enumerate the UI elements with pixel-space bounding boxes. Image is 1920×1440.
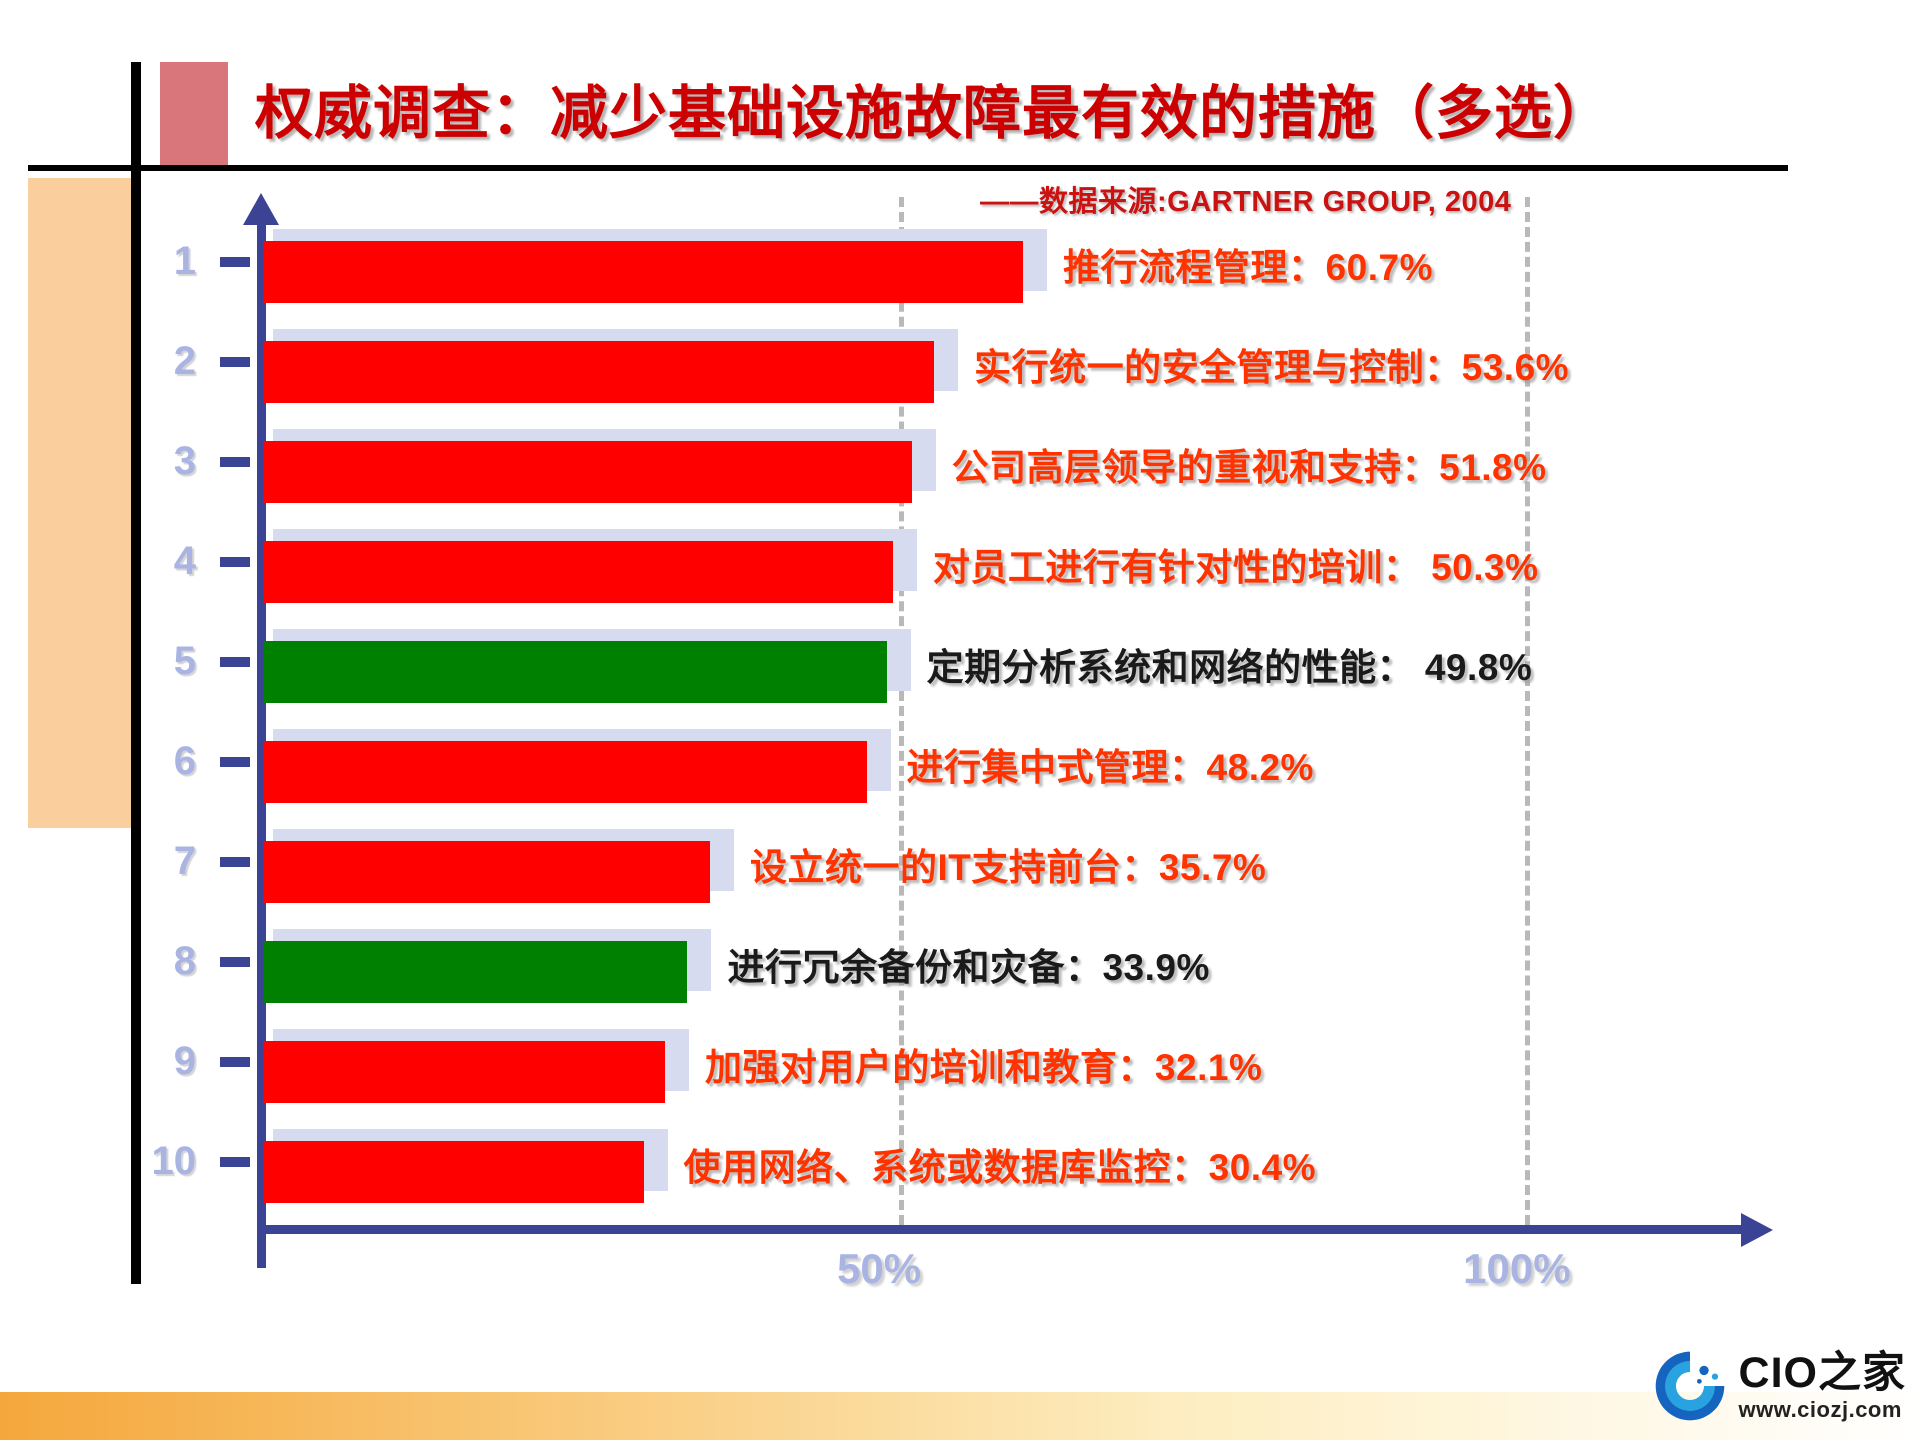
bar-row: 8 进行冗余备份和灾备：33.9% [174,917,1815,1013]
bar-row: 5 定期分析系统和网络的性能： 49.8% [174,617,1815,713]
bar-rank-label: 3 [173,439,196,483]
y-axis-tick-mark [220,557,250,567]
y-axis-tick-mark [220,257,250,267]
bar [263,1141,644,1203]
bar-value-label: 设立统一的IT支持前台：35.7% [750,847,1267,888]
y-axis-tick-mark [220,457,250,467]
page-title: 权威调查：减少基础设施故障最有效的措施（多选） [255,81,1613,146]
bar-rank-label: 4 [173,539,196,583]
bar-rank-label: 8 [173,939,196,983]
bar-rank-label: 1 [173,239,196,283]
bar-chart: 1 推行流程管理：60.7% 2 实行统一的安全管理与控制：53.6% 3 公司高层领导的… [152,193,1815,1295]
x-tick-label: 100% [1463,1245,1571,1292]
bar [263,341,935,403]
bar-rank-label: 9 [173,1039,196,1083]
footer-band [0,1392,1920,1440]
bar-value-label: 进行集中式管理：48.2% [906,747,1314,788]
y-axis-tick-mark [220,757,250,767]
bar-rank-label: 6 [173,739,196,783]
bar-value-label: 实行统一的安全管理与控制：53.6% [974,347,1570,388]
bar-row: 4 对员工进行有针对性的培训： 50.3% [174,517,1815,613]
x-axis-line [257,1225,1747,1234]
bar [263,841,711,903]
bar-row: 7 设立统一的IT支持前台：35.7% [174,817,1815,913]
y-axis-line [257,223,266,1268]
bar-row: 2 实行统一的安全管理与控制：53.6% [174,317,1815,413]
bar-row: 1 推行流程管理：60.7% [174,217,1815,313]
bar-value-label: 公司高层领导的重视和支持：51.8% [951,447,1547,488]
bar-rank-label: 5 [173,639,196,683]
gridline-100 [1525,197,1535,1225]
left-accent-band [28,178,133,828]
y-axis-tick-mark [220,957,250,967]
bar [263,1041,665,1103]
bar-rank-label: 10 [151,1139,197,1183]
x-axis-arrow-icon [1741,1213,1773,1247]
bar-value-label: 定期分析系统和网络的性能： 49.8% [926,647,1533,688]
x-tick-label: 50% [837,1245,922,1292]
y-axis-tick-mark [220,857,250,867]
bar-row: 9 加强对用户的培训和教育：32.1% [174,1017,1815,1113]
bar [263,741,867,803]
data-source-note: ——数据来源:GARTNER GROUP, 2004 [980,186,1512,218]
y-axis-tick-mark [220,357,250,367]
bar-row: 3 公司高层领导的重视和支持：51.8% [174,417,1815,513]
bar [263,441,912,503]
y-axis-arrow-icon [243,193,279,225]
bar-value-label: 推行流程管理：60.7% [1063,247,1433,288]
bar-value-label: 加强对用户的培训和教育：32.1% [704,1047,1263,1088]
bar [263,641,887,703]
title-color-swatch [160,62,228,165]
y-axis-tick-mark [220,657,250,667]
bar-value-label: 对员工进行有针对性的培训： 50.3% [932,547,1539,588]
bar-value-label: 进行冗余备份和灾备：33.9% [727,947,1210,988]
bar-row: 6 进行集中式管理：48.2% [174,717,1815,813]
bar-value-label: 使用网络、系统或数据库监控：30.4% [683,1147,1317,1188]
bar-row: 10 使用网络、系统或数据库监控：30.4% [152,1117,1815,1213]
logo-name: CIO之家 [1738,1348,1906,1397]
logo-url: www.ciozj.com [1738,1396,1902,1422]
cio-logo-icon [1655,1351,1724,1421]
y-axis-tick-mark [220,1057,250,1067]
left-vertical-rule [131,62,141,1284]
bar-rank-label: 7 [173,839,196,883]
bar [263,541,893,603]
title-divider [28,165,1788,171]
bar-rank-label: 2 [173,339,196,383]
bar [263,941,688,1003]
bar [263,241,1024,303]
cio-logo: CIO之家 www.ciozj.com [1651,1338,1906,1434]
gridline-50 [899,197,909,1225]
y-axis-tick-mark [220,1157,250,1167]
